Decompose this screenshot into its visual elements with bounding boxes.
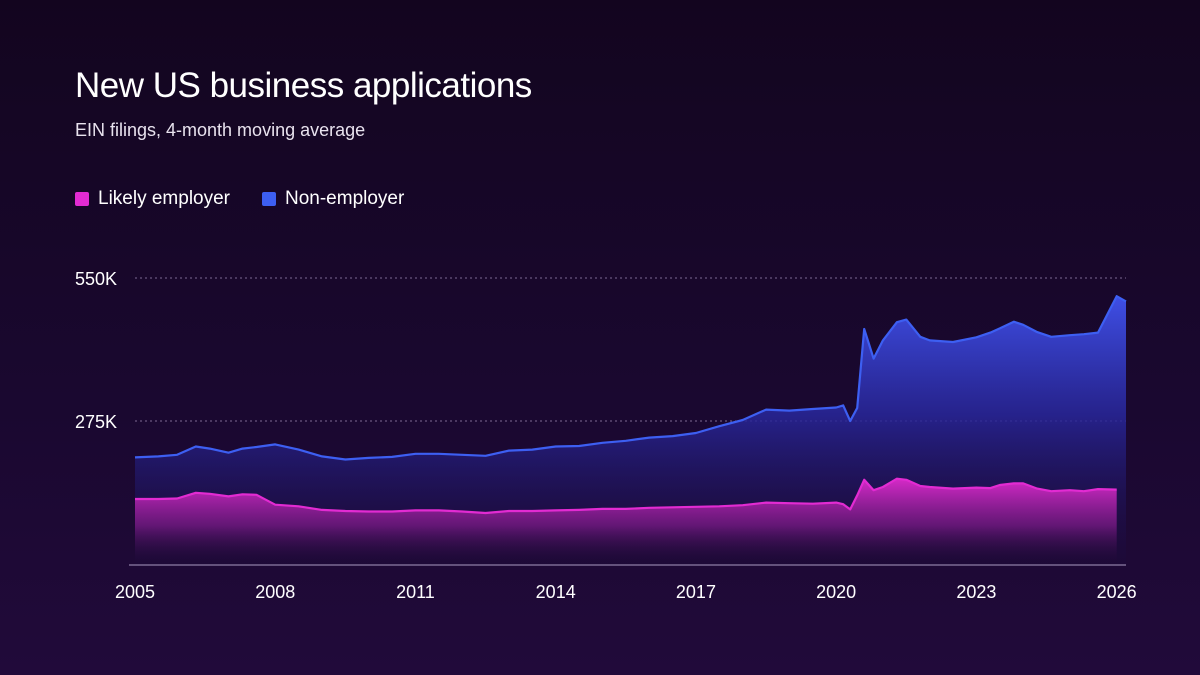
x-tick-label-2023: 2023 (956, 582, 996, 602)
legend-item-non-employer: Non-employer (262, 188, 404, 210)
y-tick-label-550k: 550K (75, 269, 117, 289)
x-tick-label-2008: 2008 (255, 582, 295, 602)
line-likely-employer (135, 477, 1117, 515)
legend-swatch-likely-employer (75, 192, 89, 206)
line-non-employer (134, 295, 1127, 461)
y-tick-label-275k: 275K (75, 412, 117, 432)
legend-label-non-employer: Non-employer (285, 188, 405, 209)
area-likely-employer (135, 478, 1117, 564)
legend-swatch-non-employer (262, 192, 276, 206)
legend-label-likely-employer: Likely employer (98, 188, 230, 209)
x-tick-label-2017: 2017 (676, 582, 716, 602)
x-tick-label-2014: 2014 (536, 582, 576, 602)
x-tick-label-2005: 2005 (115, 582, 155, 602)
legend-item-likely-employer: Likely employer (75, 188, 230, 210)
x-tick-label-2011: 2011 (396, 582, 435, 602)
chart-subtitle: EIN filings, 4-month moving average (75, 120, 366, 140)
x-tick-label-2026: 2026 (1097, 582, 1137, 602)
legend: Likely employer Non-employer (75, 188, 436, 210)
x-tick-label-2020: 2020 (816, 582, 856, 602)
chart-title: New US business applications (75, 66, 532, 105)
